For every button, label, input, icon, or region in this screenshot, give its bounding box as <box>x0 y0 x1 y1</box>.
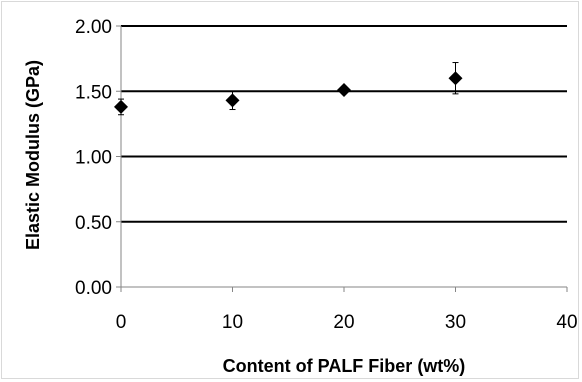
data-point-0-3 <box>448 71 463 86</box>
y-tick-labels: 0.00 0.50 1.00 1.50 2.00 <box>75 17 112 299</box>
error-bars <box>118 62 459 116</box>
y-tick-label-4: 2.00 <box>75 17 112 38</box>
data-point-0-0 <box>114 99 128 114</box>
axes <box>116 25 568 292</box>
y-tick-label-0: 0.00 <box>75 278 112 299</box>
x-axis-title: Content of PALF Fiber (wt%) <box>223 356 466 376</box>
data-point-0-2 <box>337 82 351 97</box>
x-tick-label-4: 40 <box>556 312 577 333</box>
data-point-0-1 <box>225 93 240 108</box>
x-tick-label-2: 20 <box>333 312 354 333</box>
y-tick-label-1: 0.50 <box>75 213 112 234</box>
data-points <box>114 71 463 114</box>
y-tick-label-3: 1.50 <box>75 82 112 103</box>
x-tick-labels: 0 10 20 30 40 <box>116 312 578 333</box>
y-tick-label-2: 1.00 <box>75 148 112 169</box>
gridlines <box>121 25 567 223</box>
y-axis-title: Elastic Modulus (GPa) <box>23 60 43 250</box>
x-tick-label-3: 30 <box>445 312 466 333</box>
x-tick-label-0: 0 <box>116 312 127 333</box>
x-tick-label-1: 10 <box>222 312 243 333</box>
